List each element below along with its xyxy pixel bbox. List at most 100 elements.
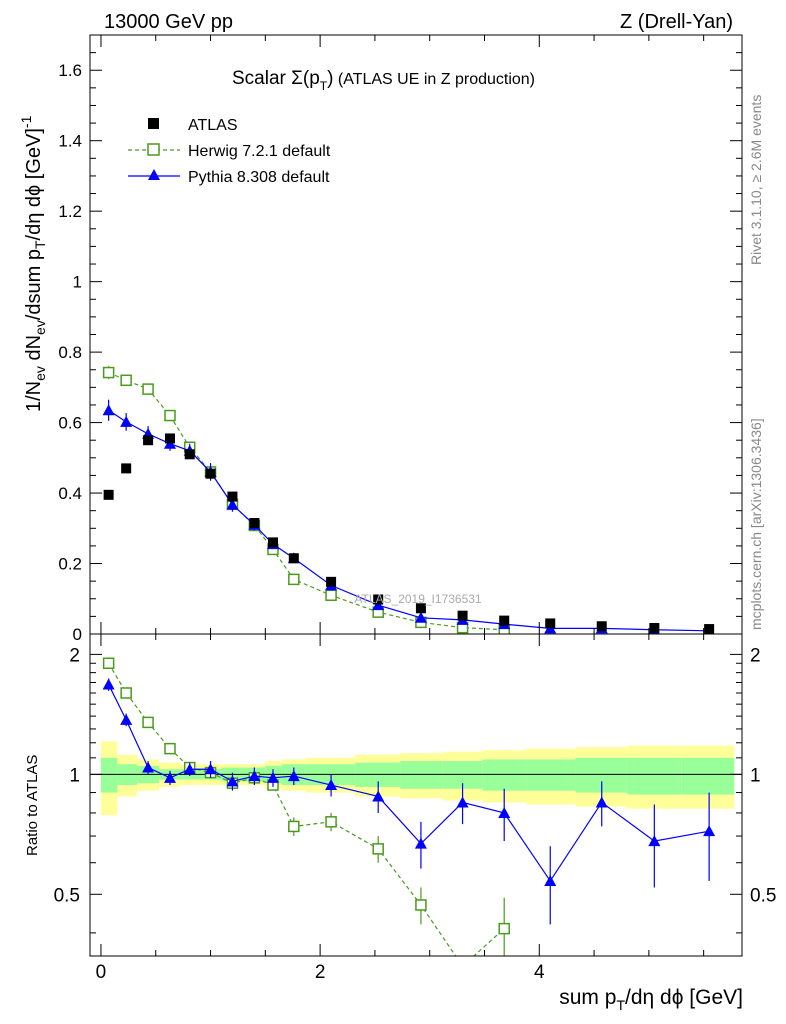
legend: ATLAS Herwig 7.2.1 default Pythia 8.308 …	[128, 117, 331, 186]
pythia-8-308-default-point	[102, 678, 115, 690]
uncertainty-band-inner	[400, 761, 443, 789]
herwig-7-2-1-default-point	[164, 409, 176, 422]
atlas-point	[121, 463, 132, 474]
herwig-7-2-1-default-point	[498, 922, 510, 935]
herwig-7-2-1-default-point	[164, 742, 176, 755]
pythia-8-308-default-point	[287, 770, 300, 782]
y-tick-label: 0.6	[58, 414, 82, 433]
atlas-point	[704, 624, 715, 634]
atlas-point	[596, 621, 607, 632]
uncertainty-band-inner	[482, 759, 527, 791]
uncertainty-band-inner	[681, 757, 735, 795]
atlas-point	[103, 489, 114, 500]
header-right: Z (Drell-Yan)	[620, 11, 733, 33]
pythia-8-308-default-point	[648, 835, 661, 847]
pythia-8-308-default-point	[142, 761, 155, 773]
pythia-8-308-default-point	[544, 874, 557, 886]
y-tick-label: 0.8	[58, 343, 82, 362]
y-tick-label: 1.2	[58, 202, 82, 221]
plot-title: Scalar Σ(pT) (ATLAS UE in Z production)	[232, 68, 535, 93]
mcplots-label: mcplots.cern.ch [arXiv:1306.3436]	[748, 418, 764, 630]
atlas-point	[373, 594, 384, 605]
x-tick-label: 2	[315, 962, 326, 983]
y-tick-label: 1.4	[58, 132, 82, 151]
y-axis-label-ratio: Ratio to ATLAS	[24, 755, 41, 856]
ratio-y-tick-label: 0.5	[54, 885, 80, 906]
atlas-point	[499, 615, 510, 626]
legend-atlas-label: ATLAS	[188, 117, 238, 134]
herwig-7-2-1-default-line	[108, 662, 505, 956]
atlas-point	[143, 435, 154, 446]
uncertainty-band-inner	[526, 759, 576, 791]
pythia-8-308-default-point	[703, 825, 716, 837]
ratio-y-tick-label: 2	[69, 645, 80, 666]
legend-herwig-label: Herwig 7.2.1 default	[188, 143, 331, 160]
ratio-y-tick-label-right: 0.5	[750, 885, 776, 906]
atlas-point	[205, 468, 216, 479]
atlas-point	[326, 576, 337, 587]
atlas-point	[164, 433, 175, 444]
ratio-y-tick-label-right: 1	[750, 765, 761, 786]
atlas-point	[184, 449, 195, 460]
main-panel: 0 0.2 0.4 0.6 0.8 1 1.2 1.4 1.6	[58, 34, 743, 644]
pythia-8-308-default-point	[414, 837, 427, 849]
x-tick-label: 0	[96, 962, 107, 983]
pythia-8-308-default-point	[325, 779, 338, 791]
herwig-7-2-1-default-point	[102, 657, 115, 670]
pythia-8-308-default-point	[414, 611, 427, 623]
uncertainty-band-inner	[626, 757, 682, 795]
pythia-8-308-default-point	[120, 415, 133, 427]
pythia-8-308-default-point	[266, 771, 279, 783]
pythia-8-308-default-point	[498, 806, 511, 818]
analysis-watermark: ATLAS_2019_I1736531	[354, 592, 482, 606]
herwig-7-2-1-default-point	[415, 899, 427, 911]
pythia-8-308-default-point	[120, 713, 133, 725]
herwig-7-2-1-default-point	[325, 589, 337, 601]
herwig-7-2-1-default-point	[142, 383, 154, 395]
atlas-point	[288, 553, 299, 564]
pythia-8-308-default-point	[226, 775, 239, 787]
rivet-label: Rivet 3.1.10, ≥ 2.6M events	[748, 95, 764, 265]
x-tick-label: 4	[534, 962, 545, 983]
pythia-8-308-default-point	[595, 796, 608, 808]
legend-pythia-label: Pythia 8.308 default	[188, 169, 330, 186]
pythia-8-308-default-point	[248, 770, 261, 782]
pythia-8-308-default-point	[372, 599, 385, 611]
atlas-point	[649, 623, 660, 634]
atlas-point	[457, 610, 468, 621]
y-tick-label: 0.4	[58, 484, 82, 503]
herwig-7-2-1-default-line	[108, 372, 505, 631]
x-axis-label: sum pT/dη dϕ [GeV]	[559, 986, 743, 1013]
y-axis-label-main: 1/Nev dNev/dsum pT/dη dϕ [GeV]-1	[18, 115, 48, 412]
herwig-7-2-1-default-point	[102, 366, 115, 379]
y-tick-label: 1	[73, 273, 82, 292]
pythia-8-308-default-point	[102, 404, 115, 416]
legend-pythia-marker	[148, 169, 160, 180]
ratio-panel: 0.5 0.5 1 1 2 2 0 2 4	[54, 633, 776, 983]
herwig-7-2-1-default-point	[288, 820, 300, 833]
atlas-point	[249, 518, 260, 529]
herwig-7-2-1-default-point	[120, 687, 132, 699]
atlas-point	[415, 603, 426, 614]
y-tick-label: 0	[73, 625, 82, 644]
ratio-frame	[89, 633, 743, 957]
herwig-7-2-1-default-point	[120, 374, 132, 387]
legend-herwig-marker	[147, 143, 160, 156]
atlas-point	[267, 537, 278, 548]
legend-atlas-marker	[148, 118, 159, 129]
atlas-point	[545, 618, 556, 629]
pythia-8-308-default-point	[204, 763, 217, 775]
herwig-7-2-1-default-point	[142, 716, 154, 729]
ratio-y-tick-label-right: 2	[750, 645, 761, 666]
pythia-8-308-default-point	[163, 771, 176, 783]
ratio-y-tick-label: 1	[69, 765, 80, 786]
uncertainty-band-inner	[100, 757, 118, 793]
herwig-7-2-1-default-point	[288, 573, 300, 586]
atlas-point	[227, 491, 238, 502]
pythia-8-308-default-point	[372, 790, 385, 802]
y-tick-label: 1.6	[58, 61, 82, 80]
y-tick-label: 0.2	[58, 555, 82, 574]
herwig-7-2-1-default-point	[325, 816, 337, 828]
pythia-8-308-default-point	[183, 763, 196, 775]
